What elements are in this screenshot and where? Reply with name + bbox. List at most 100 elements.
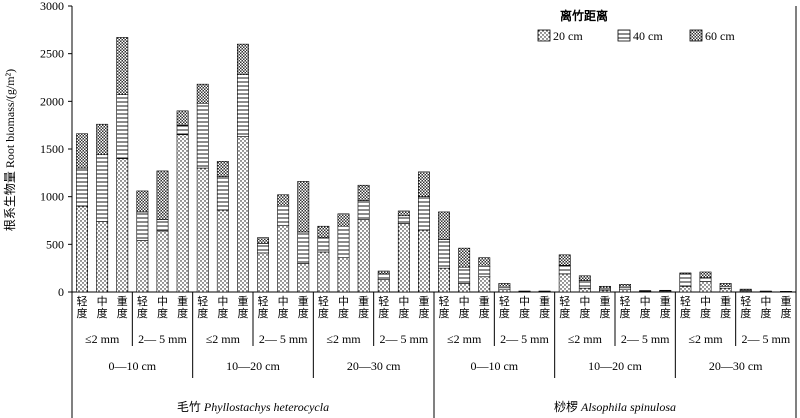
legend-swatch-60cm (689, 29, 703, 42)
level-label: 重 (780, 294, 791, 308)
bar-segment (136, 211, 149, 241)
level-label: 度 (358, 306, 369, 320)
bar-segment (679, 272, 692, 275)
bar-segment (679, 285, 692, 293)
diameter-label: ≤2 mm (688, 332, 723, 346)
bar-segment (176, 134, 189, 293)
level-label: 度 (97, 306, 108, 320)
y-tick-label: 0 (58, 285, 64, 299)
level-label: 度 (680, 306, 691, 320)
bar-segment (498, 283, 511, 288)
bar-segment (599, 285, 611, 289)
level-label: 度 (660, 306, 671, 320)
bar-segment (418, 171, 430, 197)
bar-segment (317, 225, 330, 238)
bar-segment (237, 136, 249, 293)
level-label: 轻 (499, 294, 510, 308)
legend-item-40cm: 40 cm (617, 29, 663, 43)
bar-segment (317, 237, 330, 253)
bar-segment (116, 37, 129, 95)
legend: 离竹距离 20 cm 40 cm 60 cm (537, 8, 735, 43)
bar-segment (116, 94, 129, 159)
level-label: 重 (539, 294, 550, 308)
bar-segment (216, 176, 229, 211)
bar-segment (397, 215, 410, 224)
level-label: 度 (620, 306, 631, 320)
level-label: 中 (519, 295, 530, 308)
level-label: 度 (599, 306, 610, 320)
level-label: 重 (358, 294, 369, 308)
level-label: 重 (298, 294, 309, 308)
diameter-label: 2— 5 mm (621, 332, 670, 346)
bar-segment (458, 266, 471, 284)
level-label: 度 (378, 306, 389, 320)
depth-label: 10—20 cm (588, 359, 642, 373)
bar-segment (438, 267, 450, 293)
level-label: 度 (700, 306, 711, 320)
legend-swatch-40cm (617, 29, 631, 42)
level-label: 重 (117, 294, 128, 308)
bar-segment (257, 243, 269, 254)
bar-segment (377, 273, 390, 280)
bar-segment (377, 270, 390, 275)
y-tick-label: 1500 (40, 142, 64, 156)
bar-segment (438, 239, 450, 269)
y-tick-label: 500 (46, 237, 64, 251)
legend-label-40cm: 40 cm (633, 29, 663, 43)
level-label: 轻 (620, 294, 631, 308)
bar-segment (438, 211, 450, 240)
bar-segment (277, 194, 290, 207)
level-label: 重 (177, 294, 188, 308)
level-label: 轻 (378, 294, 389, 308)
bar-segment (357, 184, 370, 201)
y-tick-label: 2500 (40, 47, 64, 61)
bar-segment (578, 287, 591, 293)
bar-segment (578, 280, 591, 289)
bar-segment (116, 158, 129, 293)
level-label: 轻 (318, 294, 329, 308)
legend-label-60cm: 60 cm (705, 29, 735, 43)
bar-segment (337, 225, 350, 258)
diameter-label: 2— 5 mm (379, 332, 428, 346)
bar-segment (699, 277, 712, 282)
bar-segment (237, 43, 249, 75)
diameter-label: 2— 5 mm (741, 332, 790, 346)
diameter-label: 2— 5 mm (259, 332, 308, 346)
bar-segment (377, 279, 390, 293)
legend-title: 离竹距离 (560, 8, 608, 23)
level-label: 中 (157, 295, 168, 308)
bar-segment (478, 257, 491, 267)
bar-segment (397, 223, 410, 293)
level-label: 轻 (137, 294, 148, 308)
depth-label: 20—30 cm (709, 359, 763, 373)
level-label: 度 (720, 306, 731, 320)
y-tick-label: 1000 (40, 190, 64, 204)
bar-segment (337, 213, 350, 227)
bar-segment (578, 275, 591, 281)
level-label: 度 (137, 306, 148, 320)
level-label: 中 (700, 295, 711, 308)
bar-segment (196, 83, 209, 104)
bar-segment (619, 284, 631, 288)
bar-segment (719, 287, 732, 293)
bar-segment (357, 200, 370, 220)
level-label: 轻 (258, 294, 269, 308)
depth-label: 0—10 cm (108, 359, 156, 373)
level-label: 中 (760, 295, 771, 308)
level-label: 重 (418, 294, 429, 308)
bar-segment (76, 205, 88, 293)
level-label: 中 (579, 295, 590, 308)
bar-segment (216, 161, 229, 177)
bar-segment (96, 154, 109, 222)
bar-segment (679, 273, 692, 287)
level-label: 轻 (740, 294, 751, 308)
bar-segment (297, 263, 310, 293)
diameter-label: 2— 5 mm (138, 332, 187, 346)
bar-segment (216, 209, 229, 293)
bar-segment (558, 254, 571, 266)
bar-segment (357, 219, 370, 293)
level-label: 度 (459, 306, 470, 320)
y-tick-label: 2000 (40, 94, 64, 108)
level-label: 度 (740, 306, 751, 320)
bar-segment (277, 224, 290, 293)
